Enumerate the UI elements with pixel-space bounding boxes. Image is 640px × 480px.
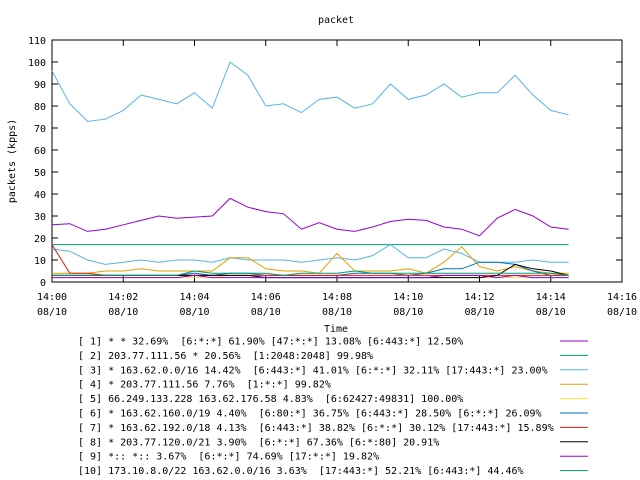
chart-title: packet bbox=[318, 15, 354, 26]
y-tick-label: 40 bbox=[34, 190, 46, 201]
x-tick-date: 08/10 bbox=[464, 307, 494, 318]
y-tick-label: 30 bbox=[34, 212, 46, 223]
x-tick-label: 14:16 bbox=[607, 292, 637, 303]
y-tick-label: 20 bbox=[34, 234, 46, 245]
x-tick-date: 08/10 bbox=[607, 307, 637, 318]
y-tick-label: 50 bbox=[34, 168, 46, 179]
legend-label: [ 1] * * 32.69% [6:*:*] 61.90% [47:*:*] … bbox=[78, 337, 463, 348]
legend-label: [ 2] 203.77.111.56 * 20.56% [1:2048:2048… bbox=[78, 351, 373, 362]
series-line bbox=[52, 270, 569, 276]
y-tick-label: 80 bbox=[34, 102, 46, 113]
legend-label: [ 5] 66.249.133.228 163.62.176.58 4.83% … bbox=[78, 394, 463, 405]
x-tick-date: 08/10 bbox=[251, 307, 281, 318]
x-tick-date: 08/10 bbox=[393, 307, 423, 318]
y-axis-label: packets (kpps) bbox=[7, 119, 18, 203]
x-tick-label: 14:12 bbox=[464, 292, 494, 303]
x-tick-date: 08/10 bbox=[536, 307, 566, 318]
series-line bbox=[51, 197, 569, 237]
legend-label: [10] 173.10.8.0/22 163.62.0.0/16 3.63% [… bbox=[78, 466, 524, 477]
legend-label: [ 7] * 163.62.192.0/18 4.13% [6:443:*] 3… bbox=[78, 423, 554, 434]
series-line bbox=[52, 246, 569, 274]
series-line bbox=[51, 61, 569, 122]
x-tick-date: 08/10 bbox=[37, 307, 67, 318]
x-tick-label: 14:04 bbox=[179, 292, 209, 303]
x-tick-label: 14:08 bbox=[322, 292, 352, 303]
y-tick-label: 70 bbox=[34, 124, 46, 135]
y-tick-label: 60 bbox=[34, 146, 46, 157]
x-tick-label: 14:00 bbox=[37, 292, 67, 303]
x-tick-label: 14:14 bbox=[536, 292, 566, 303]
y-tick-label: 100 bbox=[28, 58, 46, 69]
x-tick-label: 14:06 bbox=[251, 292, 281, 303]
x-tick-label: 14:02 bbox=[108, 292, 138, 303]
x-tick-label: 14:10 bbox=[393, 292, 423, 303]
legend-label: [ 9] *:: *:: 3.67% [6:*:*] 74.69% [17:*:… bbox=[78, 452, 379, 463]
legend-label: [ 6] * 163.62.160.0/19 4.40% [6:80:*] 36… bbox=[78, 409, 542, 420]
y-tick-label: 90 bbox=[34, 80, 46, 91]
y-tick-label: 110 bbox=[28, 36, 46, 47]
x-tick-date: 08/10 bbox=[322, 307, 352, 318]
series-line bbox=[52, 274, 569, 279]
legend-label: [ 8] * 203.77.120.0/21 3.90% [6:*:*] 67.… bbox=[78, 437, 439, 448]
y-tick-label: 10 bbox=[34, 256, 46, 267]
y-tick-label: 0 bbox=[40, 278, 46, 289]
x-tick-date: 08/10 bbox=[179, 307, 209, 318]
x-tick-date: 08/10 bbox=[108, 307, 138, 318]
legend-label: [ 4] * 203.77.111.56 7.76% [1:*:*] 99.82… bbox=[78, 380, 331, 391]
x-axis-label: Time bbox=[324, 324, 348, 335]
legend-label: [ 3] * 163.62.0.0/16 14.42% [6:443:*] 41… bbox=[78, 365, 548, 376]
